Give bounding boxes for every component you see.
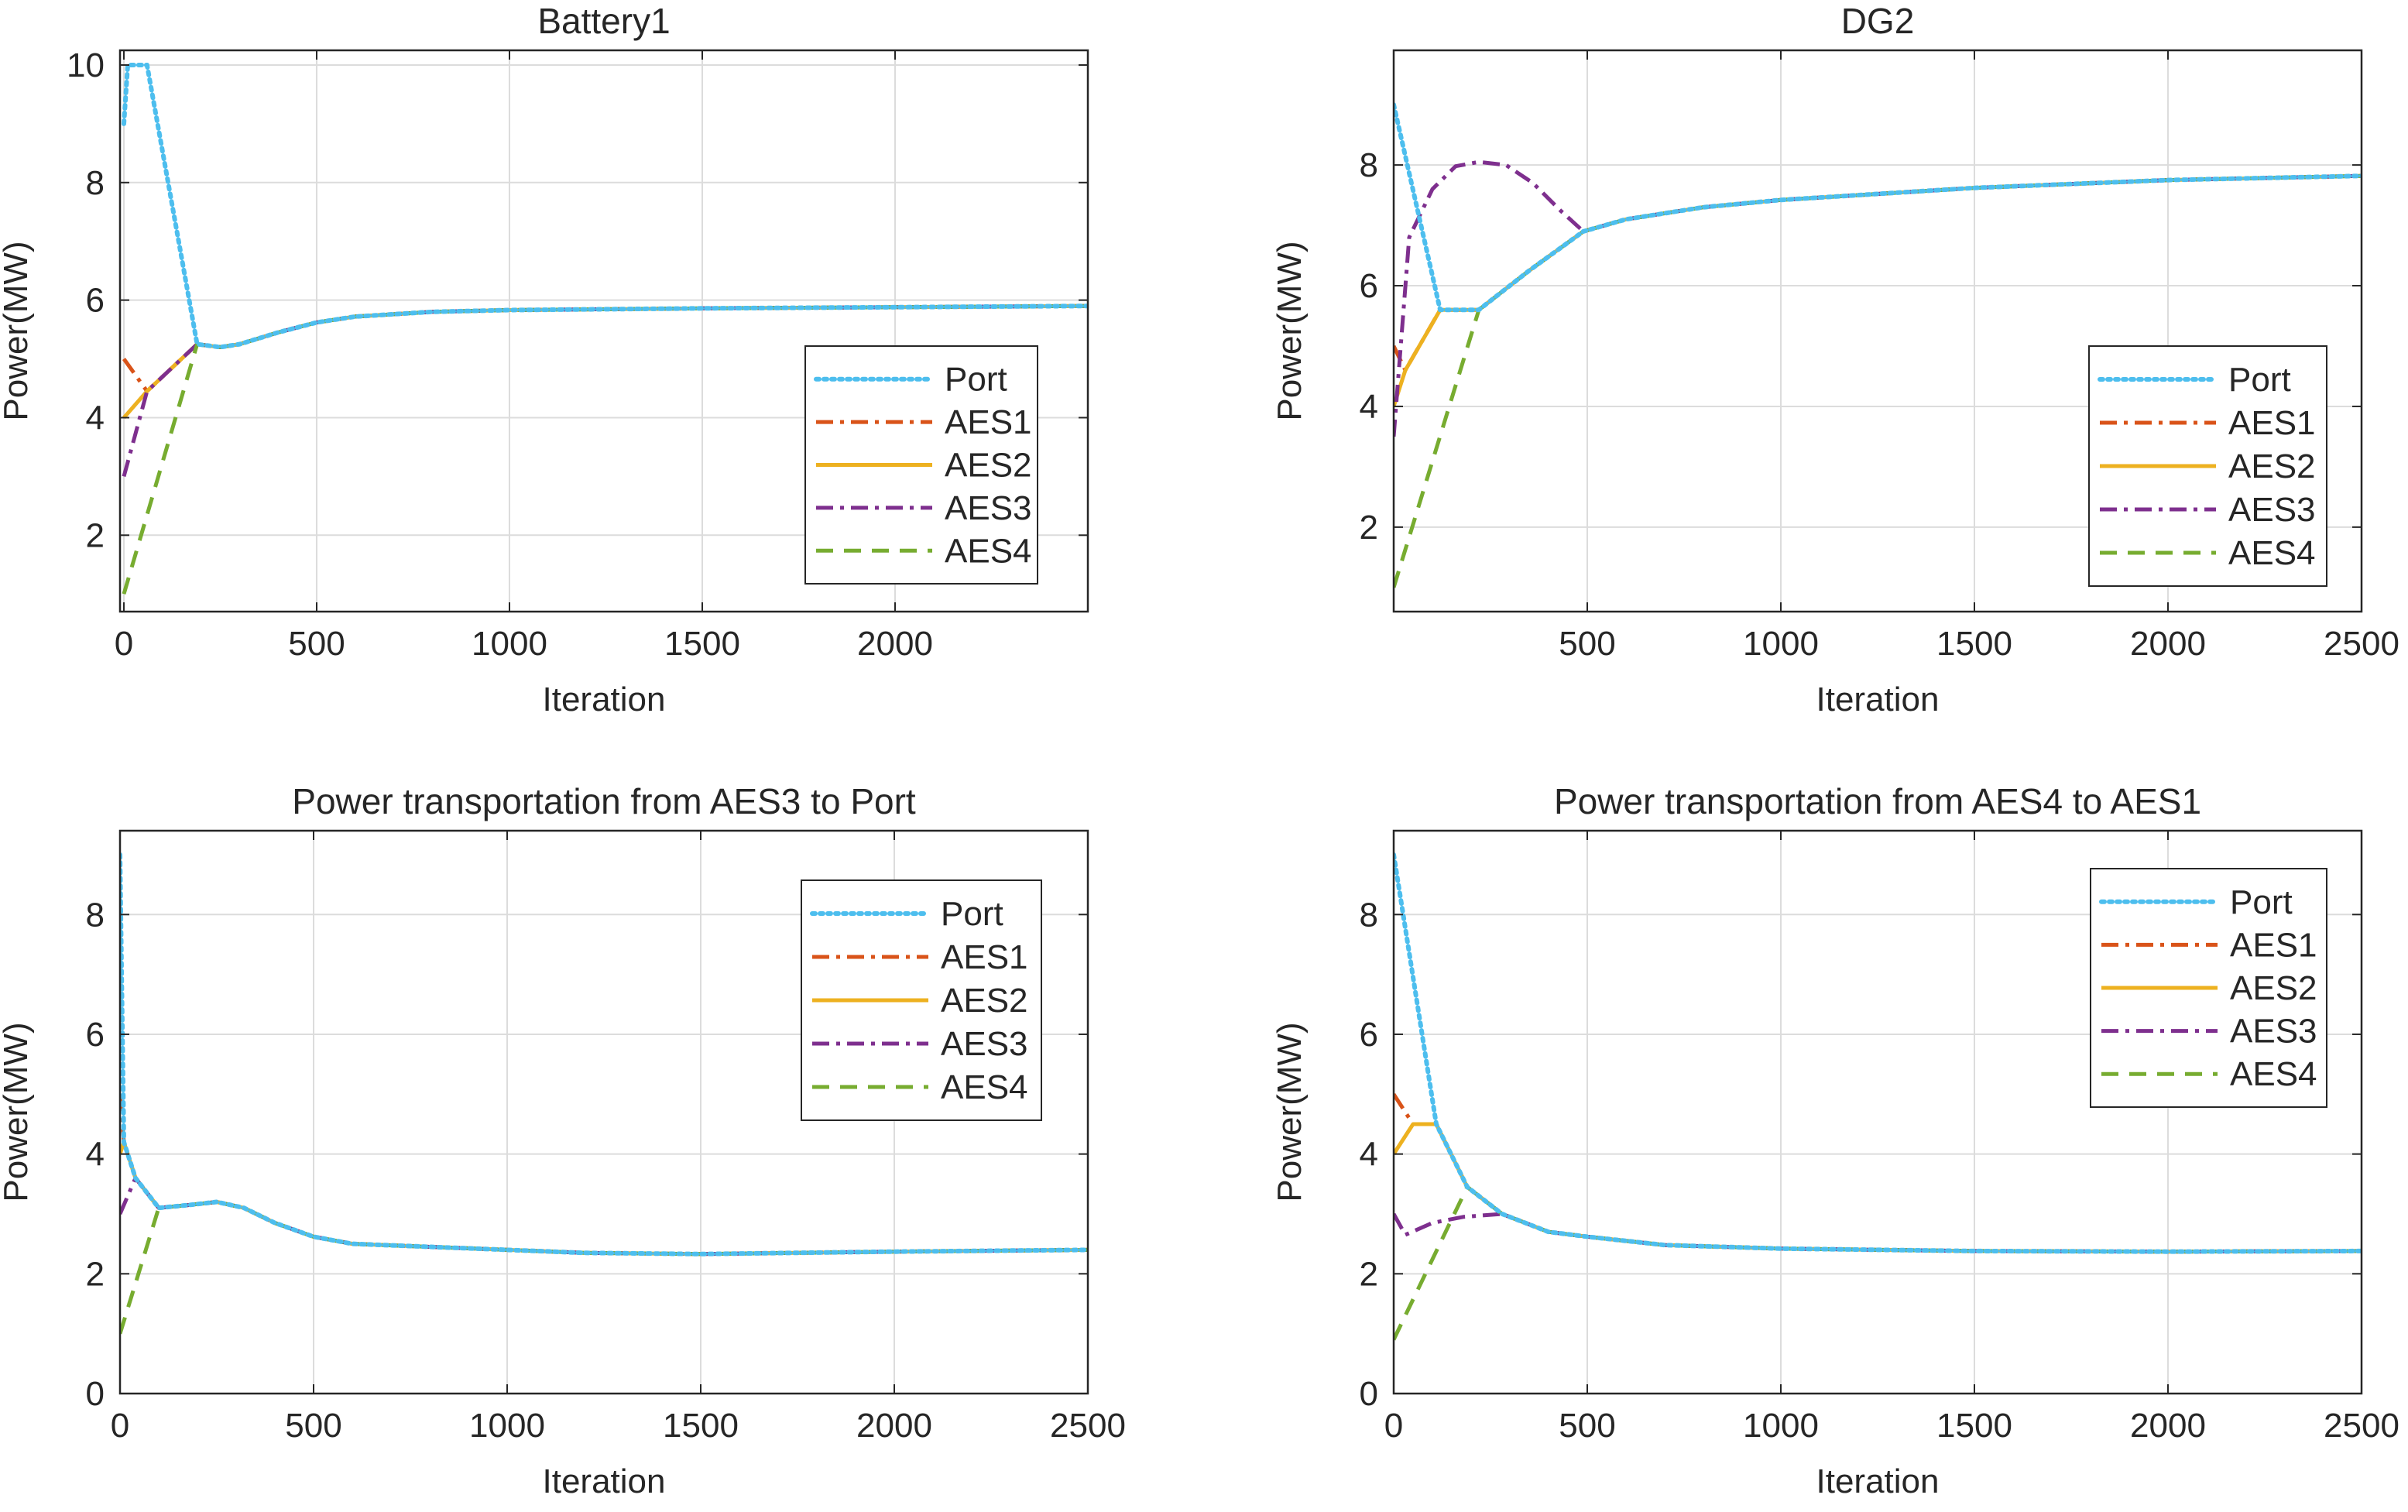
x-tick-label: 0 (111, 1407, 129, 1445)
x-tick-label: 500 (1559, 625, 1615, 663)
legend-label-aes1: AES1 (941, 938, 1028, 976)
x-tick-label: 500 (1559, 1407, 1615, 1445)
x-tick-label: 1000 (472, 625, 547, 663)
y-tick-label: 0 (1360, 1375, 1378, 1413)
series-line-port (122, 63, 1088, 350)
x-tick-label: 1500 (663, 1407, 739, 1445)
x-tick-label: 1000 (1743, 625, 1819, 663)
y-tick-label: 2 (86, 1255, 105, 1293)
series-line-port (120, 852, 1088, 1257)
legend-label-aes2: AES2 (2228, 447, 2316, 485)
chart-panel-3: 0 500 1000 1500 2000 2500 0 2 4 6 8 Power transport… (0, 781, 1126, 1500)
legend-label-aes4: AES4 (945, 532, 1032, 570)
legend-label-port: Port (941, 895, 1003, 933)
y-tick-label: 8 (86, 896, 105, 934)
legend-label-aes4: AES4 (2228, 534, 2316, 572)
axes-box (118, 829, 1089, 1395)
y-axis-label: Power(MW) (0, 1022, 35, 1202)
x-tick-label: 0 (115, 625, 133, 663)
legend-label-aes3: AES3 (945, 489, 1032, 527)
y-tick-label: 2 (1360, 1255, 1378, 1293)
legend-label-aes3: AES3 (941, 1025, 1028, 1063)
y-tick-label: 4 (86, 399, 105, 437)
legend-label-aes1: AES1 (2230, 926, 2317, 964)
chart-title: Battery1 (537, 1, 670, 41)
legend-label-aes3: AES3 (2228, 491, 2316, 529)
legend-label-aes4: AES4 (941, 1068, 1028, 1106)
x-tick-label: 2000 (857, 625, 933, 663)
x-tick-label: 500 (288, 625, 345, 663)
axes-box (1392, 49, 2363, 613)
series-line-port (1394, 852, 2362, 1254)
chart-title: Power transportation from AES4 to AES1 (1554, 781, 2201, 821)
y-tick-label: 0 (86, 1375, 105, 1413)
series-line-port (1394, 102, 2362, 313)
x-tick-label: 1500 (1936, 625, 2012, 663)
x-tick-label: 2500 (1050, 1407, 1126, 1445)
x-tick-label: 1500 (1936, 1407, 2012, 1445)
x-axis-label: Iteration (1816, 1462, 1940, 1500)
legend-label-aes3: AES3 (2230, 1013, 2317, 1051)
chart-title: DG2 (1841, 1, 1915, 41)
y-tick-label: 8 (1360, 146, 1378, 184)
y-tick-label: 10 (67, 46, 105, 84)
legend-label-port: Port (2230, 883, 2293, 921)
legend-label-aes1: AES1 (945, 403, 1032, 441)
y-tick-label: 8 (86, 164, 105, 202)
y-tick-label: 4 (1360, 388, 1378, 426)
x-tick-label: 2000 (856, 1407, 932, 1445)
y-axis-label: Power(MW) (1271, 1022, 1309, 1202)
y-tick-label: 2 (86, 516, 105, 554)
chart-panel-1: 0 500 1000 1500 2000 2 4 6 8 10 Battery1 Iteration P… (0, 1, 1089, 718)
legend-label-port: Port (2228, 361, 2291, 399)
axes-box (1392, 829, 2363, 1395)
x-axis-label: Iteration (1816, 681, 1940, 718)
chart-title: Power transportation from AES3 to Port (292, 781, 916, 821)
x-tick-label: 2500 (2324, 1407, 2399, 1445)
legend-label-aes1: AES1 (2228, 404, 2316, 442)
y-tick-label: 2 (1360, 509, 1378, 547)
chart-panel-2: 500 1000 1500 2000 2500 2 4 6 8 DG2 Iteration Power… (1271, 1, 2399, 718)
legend: Port AES1 AES2 AES3 AES4 (804, 345, 1038, 585)
legend-label-aes2: AES2 (945, 447, 1032, 485)
x-tick-label: 1000 (1743, 1407, 1819, 1445)
x-tick-label: 2000 (2130, 1407, 2206, 1445)
legend: Port AES1 AES2 AES3 AES4 (2090, 868, 2327, 1108)
axes-box (118, 49, 1089, 613)
y-tick-label: 8 (1360, 896, 1378, 934)
y-tick-label: 6 (1360, 1016, 1378, 1054)
legend-label-aes2: AES2 (2230, 969, 2317, 1007)
x-tick-label: 500 (285, 1407, 341, 1445)
legend-label-port: Port (945, 361, 1007, 399)
x-tick-label: 2500 (2324, 625, 2399, 663)
y-axis-label: Power(MW) (1271, 241, 1309, 420)
y-axis-label: Power(MW) (0, 241, 35, 420)
y-tick-label: 4 (86, 1136, 105, 1174)
x-tick-label: 2000 (2130, 625, 2206, 663)
y-tick-label: 4 (1360, 1136, 1378, 1174)
y-tick-label: 6 (86, 1016, 105, 1054)
chart-panel-4: 0 500 1000 1500 2000 2500 0 2 4 6 8 Power transport… (1271, 781, 2399, 1500)
legend: Port AES1 AES2 AES3 AES4 (801, 879, 1042, 1121)
legend-label-aes2: AES2 (941, 982, 1028, 1020)
y-tick-label: 6 (1360, 267, 1378, 305)
x-tick-label: 1500 (664, 625, 740, 663)
legend-label-aes4: AES4 (2230, 1055, 2317, 1093)
x-tick-label: 0 (1384, 1407, 1403, 1445)
x-axis-label: Iteration (543, 681, 666, 718)
y-tick-label: 6 (86, 282, 105, 320)
x-axis-label: Iteration (543, 1462, 666, 1500)
legend: Port AES1 AES2 AES3 AES4 (2088, 345, 2327, 587)
x-tick-label: 1000 (469, 1407, 545, 1445)
